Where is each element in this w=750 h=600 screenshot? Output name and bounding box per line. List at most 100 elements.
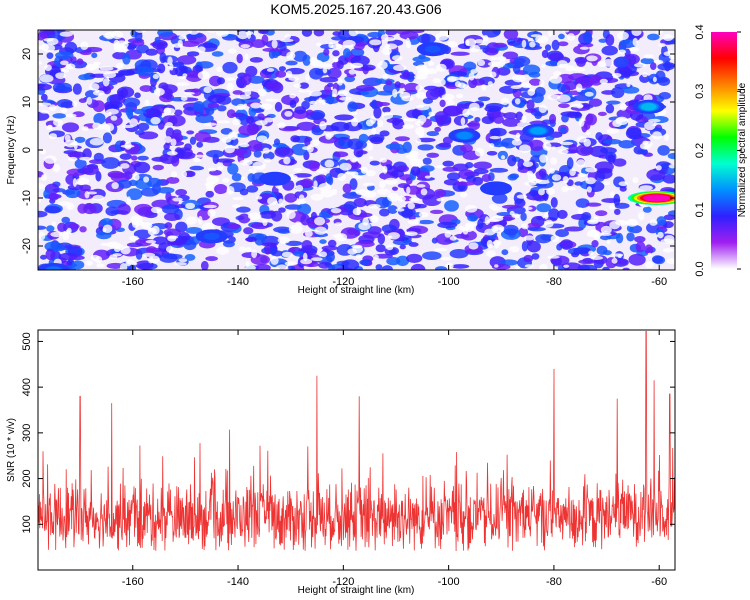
heatmap-cell	[44, 205, 61, 214]
heatmap-cell	[455, 181, 476, 186]
heatmap-cell	[502, 51, 519, 60]
heatmap-cell	[261, 242, 278, 247]
heatmap-cell	[167, 235, 179, 239]
y-tick-label: 0	[21, 147, 33, 153]
heatmap-cell	[644, 261, 654, 269]
heatmap-cell	[315, 174, 328, 184]
heatmap-cell	[587, 219, 599, 225]
heatmap-cell	[602, 266, 610, 270]
heatmap-cell	[314, 216, 326, 226]
heatmap-cell	[310, 110, 326, 120]
heatmap-cell	[215, 158, 235, 163]
heatmap-cell	[327, 239, 337, 248]
heatmap-peak	[38, 263, 70, 270]
heatmap-cell	[274, 146, 294, 158]
heatmap-cell	[407, 202, 416, 210]
heatmap-cell	[490, 56, 498, 61]
heatmap-cell	[595, 210, 608, 217]
heatmap-cell	[362, 217, 369, 226]
heatmap-cell	[90, 254, 100, 262]
heatmap-cell	[215, 30, 230, 37]
heatmap-cell	[185, 202, 196, 210]
heatmap-cell	[207, 102, 220, 108]
heatmap-cell	[387, 192, 399, 202]
heatmap-cell	[521, 223, 529, 230]
heatmap-cell	[40, 110, 50, 114]
heatmap-cell	[239, 188, 249, 196]
y-tick-label: 500	[21, 332, 33, 350]
heatmap-cell	[331, 61, 341, 69]
heatmap-cell	[387, 232, 400, 240]
heatmap-cell	[288, 76, 300, 81]
heatmap-cell	[323, 96, 340, 104]
x-tick-label: -80	[546, 276, 562, 288]
heatmap-cell	[560, 141, 574, 146]
heatmap-cell	[639, 142, 651, 150]
heatmap-cell	[647, 33, 660, 41]
heatmap-cell	[89, 137, 104, 146]
heatmap-cell	[308, 90, 322, 97]
heatmap-cell	[52, 163, 61, 173]
heatmap-cell	[305, 73, 310, 81]
heatmap-cell	[576, 159, 586, 168]
heatmap-cell	[264, 247, 271, 255]
heatmap-cell	[487, 61, 502, 67]
x-tick-label: -60	[651, 576, 667, 588]
heatmap-cell	[462, 108, 470, 118]
heatmap-cell	[226, 185, 235, 195]
heatmap-cell	[300, 178, 314, 189]
heatmap-cell	[551, 174, 562, 181]
heatmap-cell	[294, 200, 307, 205]
heatmap-cell	[332, 57, 339, 63]
heatmap-cell	[580, 264, 598, 270]
heatmap-cell	[183, 91, 195, 95]
heatmap-cell	[350, 111, 358, 115]
heatmap-cell	[256, 196, 263, 200]
heatmap-cell	[573, 247, 590, 255]
heatmap-cell	[246, 236, 257, 243]
heatmap-cell	[567, 33, 576, 41]
heatmap-cell	[379, 130, 390, 137]
heatmap-cell	[52, 82, 66, 93]
heatmap-cell	[254, 264, 271, 270]
heatmap-cell	[247, 212, 262, 220]
heatmap-cell	[207, 208, 216, 218]
heatmap-cell	[103, 33, 114, 39]
heatmap-cell	[141, 222, 153, 229]
heatmap-cell	[293, 167, 303, 172]
heatmap-cell	[577, 173, 587, 177]
heatmap-cell	[40, 254, 48, 260]
heatmap-cell	[185, 106, 195, 111]
heatmap-cell	[511, 213, 520, 219]
heatmap-cell	[183, 239, 197, 251]
heatmap-cell	[72, 177, 77, 187]
heatmap-cell	[464, 162, 474, 169]
heatmap-cell	[418, 219, 434, 225]
heatmap-cell	[328, 264, 336, 270]
heatmap-cell	[238, 213, 251, 224]
heatmap-cell	[205, 256, 218, 262]
heatmap-cell	[310, 59, 323, 67]
heatmap-cell	[561, 262, 582, 270]
heatmap-x-label: Height of straight line (km)	[298, 285, 415, 296]
heatmap-cell	[256, 135, 268, 143]
heatmap-cell	[656, 216, 667, 226]
heatmap-peak	[448, 128, 481, 143]
heatmap-cell	[465, 222, 476, 227]
heatmap-cell	[583, 121, 591, 131]
heatmap-cell	[657, 145, 670, 156]
heatmap-cell	[655, 165, 662, 171]
heatmap-cell	[543, 212, 549, 220]
heatmap-cell	[145, 48, 158, 56]
heatmap-cell	[549, 75, 563, 84]
heatmap-cell	[535, 234, 552, 244]
heatmap-cell	[563, 264, 570, 268]
heatmap-cell	[402, 141, 412, 153]
heatmap-cell	[631, 30, 642, 37]
heatmap-cell	[130, 155, 138, 161]
heatmap-cell	[131, 39, 145, 47]
heatmap-peak	[416, 42, 449, 57]
heatmap-cell	[629, 47, 639, 52]
heatmap-cell	[227, 48, 237, 54]
heatmap-cell	[465, 39, 470, 46]
